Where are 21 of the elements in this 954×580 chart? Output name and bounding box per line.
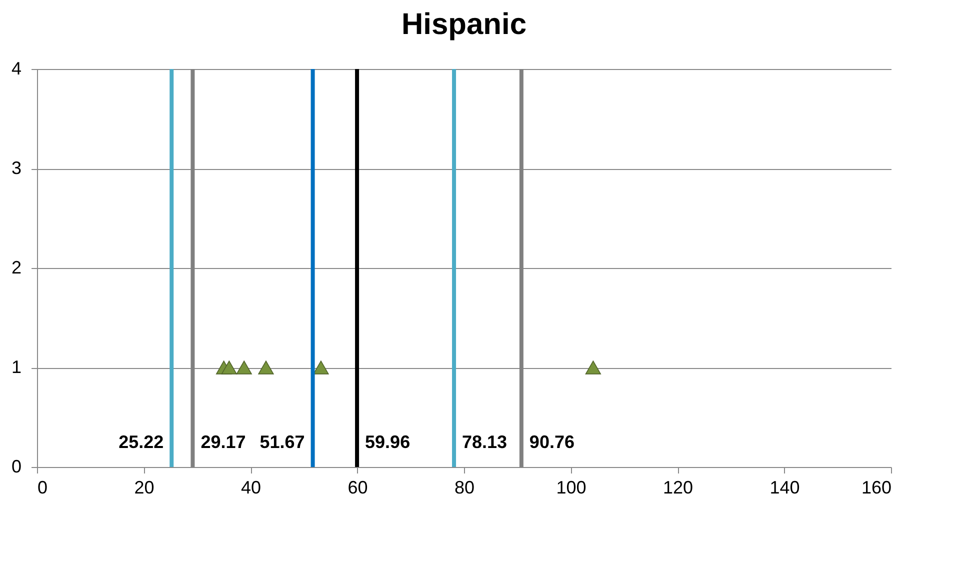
x-tick-label: 80 [454,478,475,498]
x-tick-label: 120 [662,478,694,498]
y-tick-label: 4 [11,58,22,78]
x-tick-label: 20 [134,478,154,498]
ref-line-label: 51.67 [260,432,305,452]
y-tick-label: 2 [11,258,22,278]
x-tick-label: 160 [861,478,892,498]
ref-line-label: 90.76 [529,432,574,452]
x-tick-label: 140 [770,478,800,498]
y-tick-label: 0 [11,456,22,476]
ref-line-label: 59.96 [365,432,410,452]
chart-title: Hispanic [401,8,527,41]
y-tick-label: 3 [11,158,22,178]
x-tick-label: 40 [240,478,262,498]
x-tick-label: 60 [348,478,368,498]
ref-line-label: 78.13 [462,432,508,452]
ref-line-label: 29.17 [200,432,246,452]
x-tick-label: 0 [38,478,48,498]
ref-line-label: 25.22 [118,432,164,452]
y-tick-label: 1 [11,357,22,377]
x-tick-label: 100 [556,478,586,498]
